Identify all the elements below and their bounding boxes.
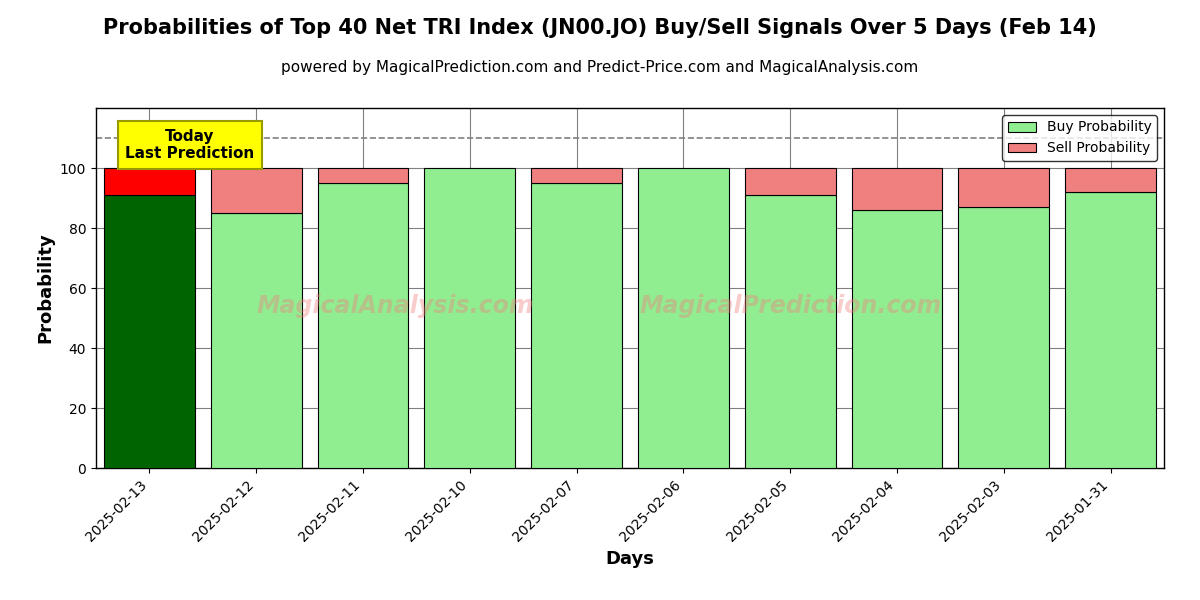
Text: Today
Last Prediction: Today Last Prediction <box>125 129 254 161</box>
Legend: Buy Probability, Sell Probability: Buy Probability, Sell Probability <box>1002 115 1157 161</box>
Bar <box>104 168 194 195</box>
Bar <box>532 168 622 183</box>
Bar <box>211 168 301 213</box>
Text: MagicalPrediction.com: MagicalPrediction.com <box>640 294 941 318</box>
Bar <box>318 168 408 183</box>
Bar <box>959 207 1049 468</box>
Bar <box>104 195 194 468</box>
Bar <box>638 168 728 468</box>
Y-axis label: Probability: Probability <box>36 233 54 343</box>
Text: MagicalAnalysis.com: MagicalAnalysis.com <box>257 294 534 318</box>
X-axis label: Days: Days <box>606 550 654 568</box>
Bar <box>318 183 408 468</box>
Bar <box>959 168 1049 207</box>
Bar <box>425 168 515 468</box>
Text: powered by MagicalPrediction.com and Predict-Price.com and MagicalAnalysis.com: powered by MagicalPrediction.com and Pre… <box>281 60 919 75</box>
Bar <box>852 210 942 468</box>
Text: Probabilities of Top 40 Net TRI Index (JN00.JO) Buy/Sell Signals Over 5 Days (Fe: Probabilities of Top 40 Net TRI Index (J… <box>103 18 1097 38</box>
Bar <box>1066 192 1156 468</box>
Bar <box>745 195 835 468</box>
Bar <box>745 168 835 195</box>
Bar <box>211 213 301 468</box>
Bar <box>532 183 622 468</box>
Bar <box>1066 168 1156 192</box>
Bar <box>852 168 942 210</box>
